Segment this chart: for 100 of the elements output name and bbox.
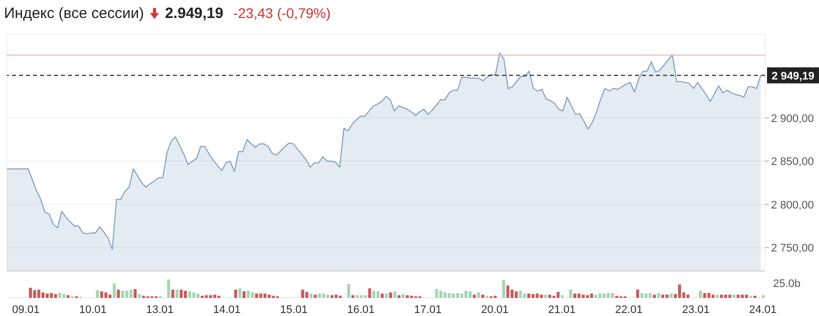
bar: [171, 290, 174, 298]
bar: [435, 289, 438, 298]
bar: [548, 294, 552, 298]
bar: [402, 294, 405, 298]
bar: [62, 294, 66, 298]
bar: [192, 292, 196, 298]
bar: [364, 295, 367, 298]
bar: [712, 294, 715, 298]
bar: [213, 294, 216, 298]
bar: [578, 294, 581, 298]
chart-title: Индекс (все сессии): [4, 4, 144, 22]
bar: [736, 294, 740, 298]
bar: [188, 291, 192, 298]
bar: [250, 292, 254, 298]
bar: [472, 294, 476, 298]
bar: [351, 295, 354, 298]
bar: [134, 289, 137, 298]
bar: [569, 290, 572, 298]
bar: [556, 292, 560, 298]
bar: [582, 294, 585, 298]
bar: [460, 294, 464, 298]
bar: [184, 290, 187, 298]
bar: [204, 295, 208, 298]
bar: [393, 291, 396, 298]
bar: [263, 294, 266, 298]
y-tick-label: 2 750,00: [771, 242, 814, 255]
bar: [670, 294, 673, 298]
bar: [686, 294, 690, 298]
bar: [481, 294, 484, 298]
bar: [46, 294, 49, 298]
bar: [648, 292, 652, 298]
x-tick-label: 16.01: [347, 304, 375, 316]
bar: [104, 292, 108, 298]
x-tick-label: 17.01: [414, 304, 442, 316]
bar: [380, 294, 384, 298]
bar: [740, 294, 744, 298]
bar: [452, 294, 455, 298]
bar: [703, 292, 706, 298]
y-tick-label: 2 800,00: [771, 199, 814, 212]
bar: [255, 294, 258, 298]
bar: [477, 292, 480, 298]
bar: [745, 294, 748, 298]
bar: [33, 290, 36, 298]
bar: [531, 294, 534, 298]
bar: [724, 294, 728, 298]
bar: [129, 290, 132, 298]
bar: [180, 290, 183, 298]
x-tick-label: 10.01: [79, 304, 107, 316]
bar: [644, 294, 648, 298]
bar: [640, 292, 644, 298]
bar: [238, 288, 242, 298]
text: 25.0b: [773, 278, 801, 290]
x-tick-label: 13.01: [146, 304, 174, 316]
bar: [268, 294, 271, 298]
x-tick-label: 14.01: [213, 304, 241, 316]
bar: [116, 290, 120, 298]
bar: [502, 280, 506, 298]
bar: [506, 286, 510, 298]
bar: [665, 294, 668, 298]
bar: [406, 295, 409, 298]
bar: [54, 294, 58, 298]
bar: [234, 290, 238, 298]
bar: [544, 294, 548, 298]
bar: [28, 288, 32, 298]
x-tick-label: 09.01: [12, 304, 40, 316]
bar: [510, 290, 514, 298]
bar: [100, 291, 104, 298]
bar: [50, 292, 53, 298]
bar: [527, 294, 530, 298]
bar: [636, 290, 640, 298]
bar: [716, 294, 719, 298]
bar: [464, 290, 468, 298]
bar: [468, 291, 472, 298]
bar: [657, 292, 660, 298]
bar: [259, 294, 262, 298]
bar: [652, 294, 656, 298]
text: -23,43 (-0,79%): [233, 5, 331, 21]
bar: [58, 292, 62, 298]
bar: [456, 292, 460, 298]
bar: [108, 294, 112, 298]
bar: [448, 292, 451, 298]
bar: [518, 290, 522, 298]
bar: [439, 290, 442, 298]
bar: [121, 290, 124, 298]
y-tick-label: 2 900,00: [771, 112, 814, 125]
bar: [611, 292, 614, 298]
bar: [176, 290, 179, 298]
bar: [368, 288, 372, 298]
bar: [356, 295, 359, 298]
bar: [37, 290, 40, 298]
bar: [301, 290, 304, 298]
bar: [678, 284, 682, 298]
bar: [762, 295, 765, 298]
bar: [728, 294, 732, 298]
bar: [125, 290, 128, 298]
bar: [360, 295, 363, 298]
x-tick-label: 22.01: [615, 304, 643, 316]
bar: [310, 294, 313, 298]
x-tick-label: 24.01: [749, 304, 777, 316]
bar: [536, 294, 539, 298]
